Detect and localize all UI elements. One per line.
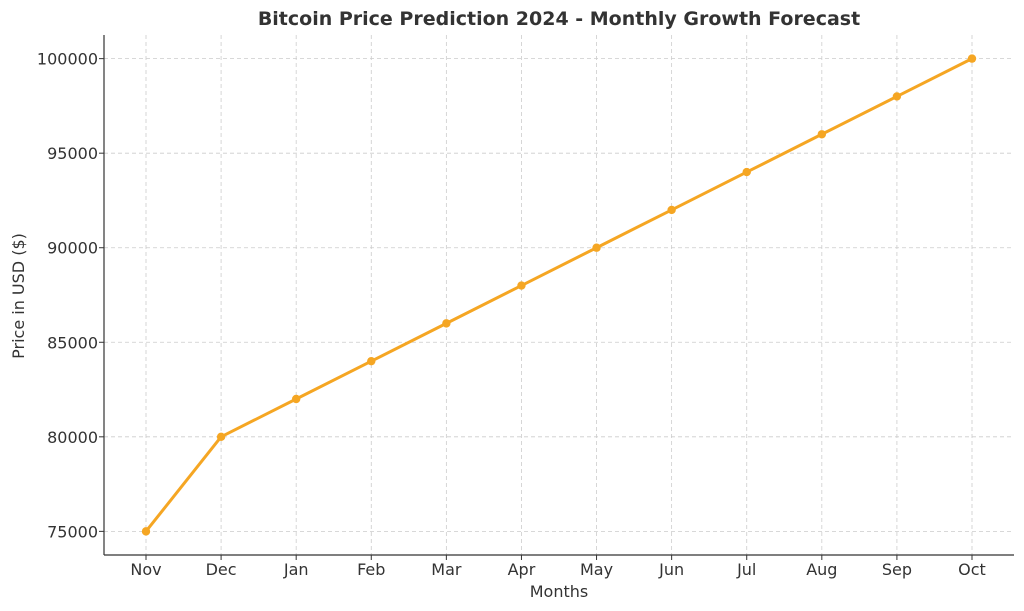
data-point — [817, 130, 827, 139]
series-group — [141, 54, 977, 536]
x-tick-label: Nov — [130, 560, 161, 579]
data-point — [367, 356, 376, 366]
x-tick-labels: Nov Dec Jan Feb Mar Apr May Jun Jul Aug Sep Oct — [130, 560, 985, 579]
data-point — [216, 432, 226, 442]
x-tick-label: Oct — [958, 560, 986, 579]
y-tick-label: 100000 — [37, 50, 98, 69]
x-tick-label: Mar — [431, 560, 462, 579]
y-tick-label: 80000 — [47, 428, 98, 447]
data-point — [592, 243, 601, 252]
y-tick-label: 90000 — [47, 239, 98, 258]
y-tick-label: 75000 — [47, 522, 98, 541]
x-tick-label: May — [580, 560, 613, 579]
x-tick-label: Apr — [508, 560, 536, 579]
x-axis-label: Months — [530, 582, 588, 601]
data-point — [517, 281, 526, 290]
data-point — [742, 167, 751, 177]
y-tick-label: 95000 — [47, 144, 98, 163]
data-point — [291, 394, 301, 404]
data-point — [892, 92, 902, 101]
x-tick-label: Sep — [882, 560, 912, 579]
x-tick-label: Jul — [736, 560, 756, 579]
y-tick-labels: 75000 80000 85000 90000 95000 100000 — [37, 50, 98, 542]
x-tick-label: Jun — [658, 560, 684, 579]
x-tick-label: Jan — [283, 560, 309, 579]
data-point — [442, 319, 451, 328]
chart-title: Bitcoin Price Prediction 2024 - Monthly … — [258, 8, 860, 30]
data-point — [967, 54, 977, 63]
x-tick-label: Dec — [206, 560, 237, 579]
axes — [99, 35, 1014, 560]
x-tick-label: Feb — [357, 560, 385, 579]
data-point — [141, 527, 151, 536]
grid — [104, 35, 1014, 555]
data-point — [667, 205, 676, 215]
x-tick-label: Aug — [806, 560, 837, 579]
y-tick-label: 85000 — [47, 333, 98, 352]
series-line — [144, 57, 973, 533]
y-axis-label: Price in USD ($) — [9, 233, 28, 359]
